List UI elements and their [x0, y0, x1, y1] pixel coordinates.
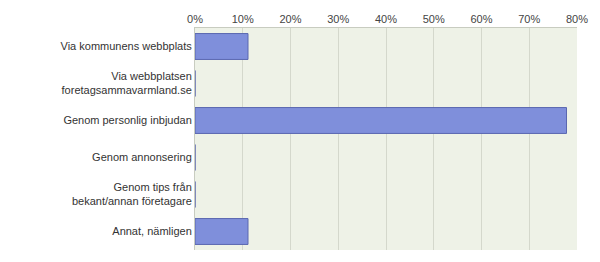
svg-text:20%: 20% [279, 13, 301, 25]
svg-text:Via kommunens webbplats: Via kommunens webbplats [61, 40, 193, 52]
svg-text:Genom tips frånbekant/annan fö: Genom tips frånbekant/annan företagare [72, 181, 192, 207]
svg-text:Annat, nämligen: Annat, nämligen [112, 225, 192, 237]
svg-text:40%: 40% [375, 13, 397, 25]
svg-text:30%: 30% [327, 13, 349, 25]
svg-text:10%: 10% [232, 13, 254, 25]
svg-text:Genom personlig inbjudan: Genom personlig inbjudan [63, 114, 191, 126]
svg-text:70%: 70% [518, 13, 540, 25]
svg-text:80%: 80% [566, 13, 588, 25]
svg-text:Genom annonsering: Genom annonsering [92, 151, 192, 163]
svg-text:0%: 0% [187, 13, 203, 25]
svg-text:50%: 50% [423, 13, 445, 25]
svg-text:60%: 60% [470, 13, 492, 25]
svg-text:Via webbplatsenforetagsammavar: Via webbplatsenforetagsammavarmland.se [62, 70, 192, 96]
